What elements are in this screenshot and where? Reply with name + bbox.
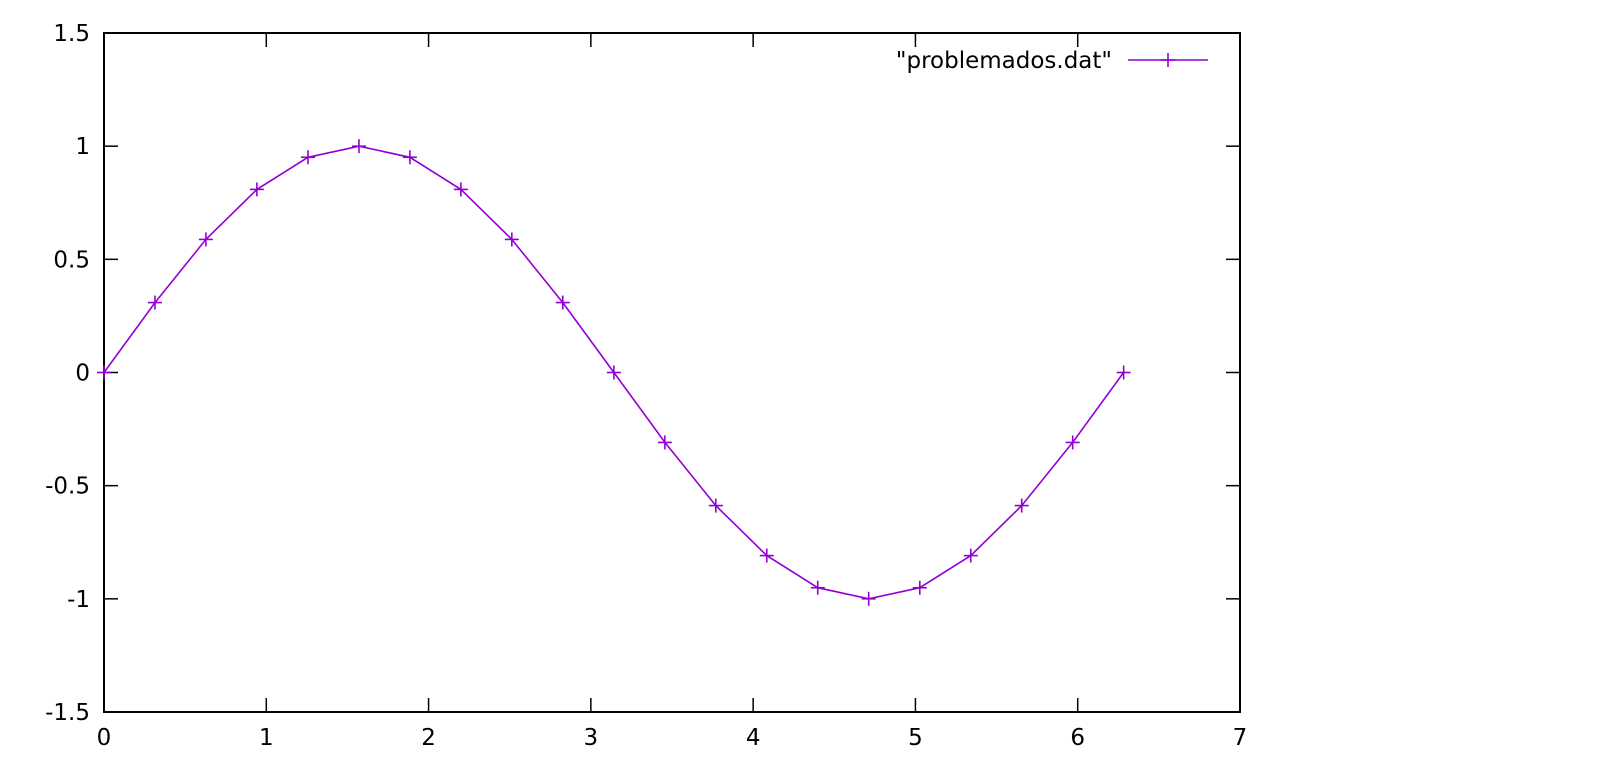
y-tick-label: -1: [67, 587, 90, 613]
data-point-marker: [861, 591, 876, 606]
x-tick-label: 7: [1233, 725, 1248, 751]
data-point-marker: [555, 295, 570, 310]
data-point-marker: [97, 365, 111, 380]
series-layer: [97, 139, 1131, 606]
data-point-marker: [351, 139, 366, 154]
x-tick-label: 2: [421, 725, 436, 751]
data-point-marker: [810, 580, 825, 595]
y-tick-label: 0.5: [53, 247, 90, 273]
plot-frame: [103, 32, 1241, 713]
data-point-marker: [147, 295, 162, 310]
data-point-marker: [912, 580, 927, 595]
data-point-marker: [453, 182, 468, 197]
data-point-marker: [249, 182, 264, 197]
y-tick-label: 1: [75, 134, 90, 160]
data-point-marker: [657, 435, 672, 450]
data-point-marker: [759, 548, 774, 563]
data-point-marker: [708, 498, 723, 513]
data-point-marker: [300, 150, 315, 165]
data-point-marker: [606, 365, 621, 380]
x-tick-label: 3: [584, 725, 599, 751]
y-tick-label: 1.5: [53, 21, 90, 47]
legend-label: "problemados.dat": [896, 48, 1112, 74]
y-tick-label: -0.5: [45, 474, 90, 500]
data-point-marker: [198, 232, 213, 247]
data-point-marker: [1116, 365, 1131, 380]
x-tick-label: 6: [1070, 725, 1085, 751]
x-tick-label: 0: [97, 725, 112, 751]
data-point-marker: [963, 548, 978, 563]
x-tick-label: 5: [908, 725, 923, 751]
x-tick-label: 1: [259, 725, 274, 751]
y-tick-label: 0: [75, 361, 90, 387]
legend: "problemados.dat": [896, 48, 1208, 74]
axes: 0 1 2 3 4 5 6 7 -1.5 -1 -0.5 0 0.5 1 1.5: [45, 21, 1247, 751]
data-point-marker: [402, 150, 417, 165]
y-tick-label: -1.5: [45, 700, 90, 726]
data-point-marker: [504, 232, 519, 247]
data-point-marker: [1014, 498, 1029, 513]
legend-marker-sample: [1161, 53, 1175, 67]
data-point-marker: [1065, 435, 1080, 450]
x-tick-label: 4: [746, 725, 761, 751]
